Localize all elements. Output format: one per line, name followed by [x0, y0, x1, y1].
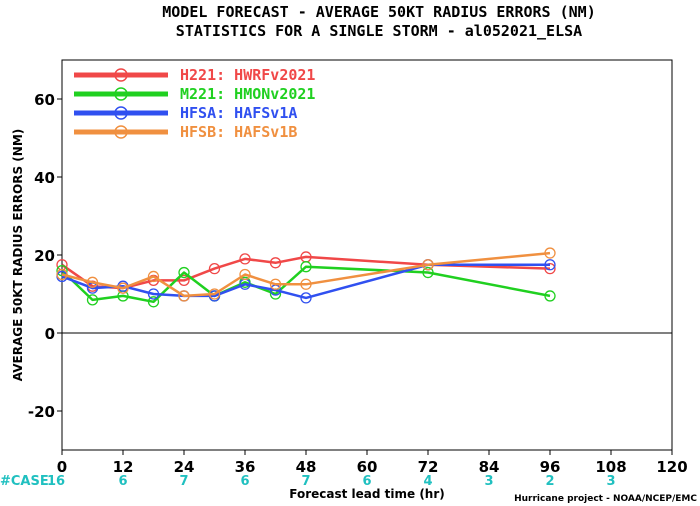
plot-frame: [61, 59, 673, 451]
legend-item: M221: HMONv2021: [74, 85, 315, 103]
legend-label: H221: HWRFv2021: [180, 66, 315, 84]
y-tick-label: -20: [28, 403, 55, 421]
y-tick-label: 60: [34, 91, 55, 109]
x-tick-label: 24: [174, 458, 195, 476]
series-3: [56, 247, 556, 302]
x-tick-label: 60: [357, 458, 378, 476]
data-point: [300, 278, 312, 290]
y-axis-label: AVERAGE 50KT RADIUS ERRORS (NM): [11, 129, 25, 381]
data-point: [239, 253, 251, 265]
legend-label: HFSA: HAFSv1A: [180, 104, 297, 122]
series-line: [61, 251, 551, 298]
x-tick-label: 84: [479, 458, 500, 476]
data-point: [239, 268, 251, 281]
data-point: [208, 262, 221, 275]
case-count: 3: [606, 474, 615, 489]
y-tick-label: 20: [34, 247, 55, 265]
chart-title-line1: MODEL FORECAST - AVERAGE 50KT RADIUS ERR…: [162, 3, 595, 21]
data-point: [147, 270, 160, 283]
case-count: 6: [362, 474, 371, 489]
y-tick-label: 40: [34, 169, 55, 187]
data-point: [300, 261, 312, 273]
credit-text: Hurricane project - NOAA/NCEP/EMC: [514, 494, 697, 504]
data-point: [269, 257, 282, 269]
y-tick-label: 0: [45, 325, 55, 343]
data-point: [178, 290, 190, 302]
data-point: [544, 290, 556, 302]
x-tick-label: 36: [235, 458, 256, 476]
legend-item: H221: HWRFv2021: [74, 66, 315, 84]
legend-marker: [114, 68, 128, 82]
x-tick-label: 48: [296, 458, 317, 476]
x-tick-label: 0: [57, 458, 67, 476]
case-count: 3: [484, 474, 493, 489]
data-point: [147, 288, 160, 300]
case-count: 4: [423, 474, 432, 489]
legend-label: M221: HMONv2021: [180, 85, 315, 103]
x-tick-label: 108: [595, 458, 626, 476]
legend-label: HFSB: HAFSv1B: [180, 123, 297, 141]
x-axis-label: Forecast lead time (hr): [289, 487, 445, 501]
data-point: [208, 288, 221, 300]
data-point: [422, 266, 434, 279]
x-tick-label: 120: [656, 458, 687, 476]
x-tick-label: 96: [540, 458, 561, 476]
data-point: [147, 296, 160, 308]
data-point: [422, 259, 434, 271]
legend-marker: [114, 87, 128, 101]
x-tick-label: 72: [418, 458, 439, 476]
data-point: [86, 294, 99, 306]
data-point: [178, 266, 190, 279]
case-label: #CASE: [0, 474, 49, 489]
data-point: [86, 276, 99, 288]
data-point: [544, 259, 556, 271]
legend-marker: [114, 106, 128, 120]
chart-title-line2: STATISTICS FOR A SINGLE STORM - al052021…: [176, 22, 582, 40]
legend-marker: [114, 125, 128, 139]
series-0: [56, 251, 556, 294]
data-point: [117, 282, 129, 294]
data-point: [300, 292, 312, 304]
case-count: 7: [179, 474, 188, 489]
case-count: 6: [240, 474, 249, 489]
case-count: 7: [301, 474, 310, 489]
data-point: [544, 247, 556, 259]
x-tick-label: 12: [113, 458, 134, 476]
data-point: [269, 278, 282, 290]
data-point: [178, 274, 190, 287]
case-count: 2: [545, 474, 554, 489]
case-count: 16: [47, 474, 65, 489]
legend-item: HFSA: HAFSv1A: [74, 104, 297, 122]
data-point: [56, 268, 68, 281]
case-count: 6: [118, 474, 127, 489]
legend-item: HFSB: HAFSv1B: [74, 123, 297, 141]
